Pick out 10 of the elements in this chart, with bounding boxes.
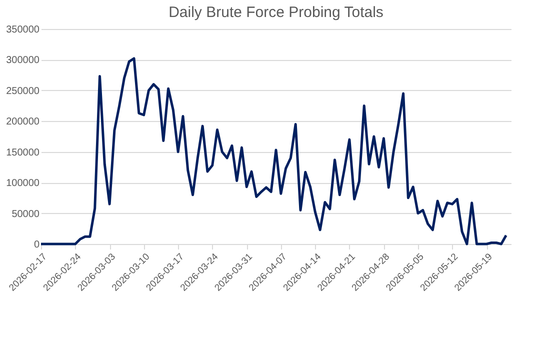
chart-title: Daily Brute Force Probing Totals: [168, 4, 384, 21]
y-tick-label: 150000: [6, 147, 40, 158]
y-tick-label: 100000: [6, 178, 40, 190]
y-tick-label: 50000: [12, 208, 40, 220]
y-tick-label: 0: [34, 240, 40, 250]
y-tick-label: 300000: [6, 55, 40, 66]
line-series: [40, 57, 508, 246]
y-tick-label: 350000: [6, 24, 40, 36]
y-tick-label: 250000: [6, 86, 40, 97]
y-tick-label: 200000: [6, 116, 40, 128]
